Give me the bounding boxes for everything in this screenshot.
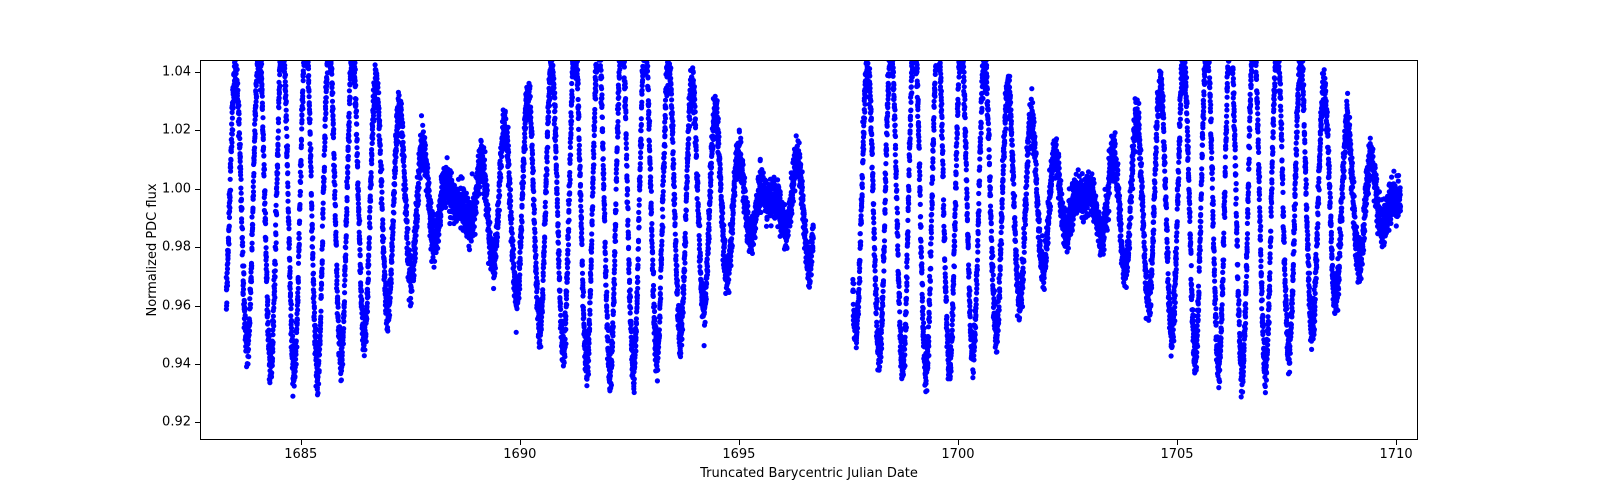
x-tick-mark <box>520 440 521 445</box>
x-tick-mark <box>958 440 959 445</box>
plot-area <box>200 60 1418 440</box>
y-tick-mark <box>195 306 200 307</box>
y-tick-label: 0.92 <box>162 415 191 430</box>
x-tick-mark <box>1177 440 1178 445</box>
y-tick-label: 0.98 <box>162 240 191 255</box>
x-axis-label: Truncated Barycentric Julian Date <box>700 466 918 481</box>
y-tick-label: 1.02 <box>162 123 191 138</box>
y-tick-label: 1.04 <box>162 64 191 79</box>
y-tick-label: 0.94 <box>162 357 191 372</box>
y-tick-mark <box>195 72 200 73</box>
figure: 1685 1690 1695 1700 1705 1710 0.92 0.94 0.96 0.98… <box>0 0 1600 500</box>
x-tick-mark <box>1396 440 1397 445</box>
data-points <box>224 60 1403 399</box>
x-tick-label: 1705 <box>1160 447 1193 462</box>
x-tick-label: 1700 <box>941 447 974 462</box>
x-tick-label: 1695 <box>722 447 755 462</box>
y-tick-mark <box>195 247 200 248</box>
y-tick-label: 0.96 <box>162 298 191 313</box>
x-tick-label: 1710 <box>1380 447 1413 462</box>
x-tick-label: 1685 <box>284 447 317 462</box>
x-tick-mark <box>739 440 740 445</box>
x-tick-mark <box>301 440 302 445</box>
lightcurve-scatter-plot <box>200 60 1418 440</box>
y-tick-mark <box>195 189 200 190</box>
y-axis-label: Normalized PDC flux <box>145 183 160 316</box>
y-tick-label: 1.00 <box>162 181 191 196</box>
x-tick-label: 1690 <box>503 447 536 462</box>
y-tick-mark <box>195 364 200 365</box>
y-tick-mark <box>195 422 200 423</box>
y-tick-mark <box>195 130 200 131</box>
